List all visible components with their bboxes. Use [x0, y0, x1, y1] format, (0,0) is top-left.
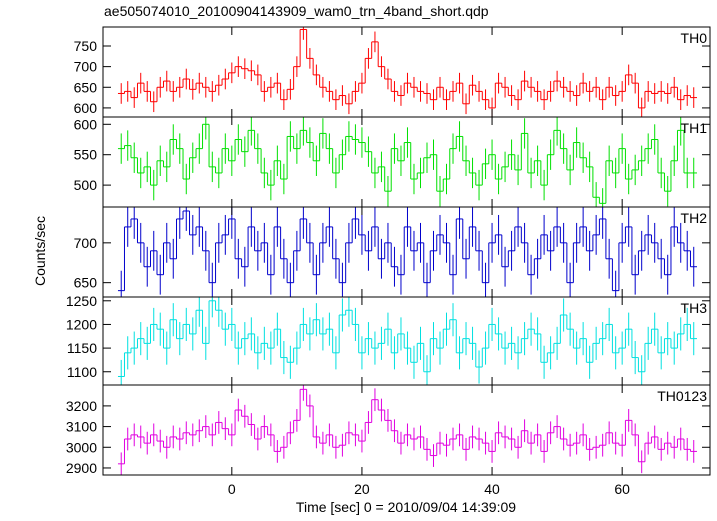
panel-label: TH1	[681, 120, 708, 136]
x-tick-label: 0	[228, 481, 236, 497]
y-tick-label: 1100	[67, 364, 97, 380]
y-tick-label: 750	[74, 38, 98, 54]
y-axis-label: Counts/sec	[32, 216, 48, 286]
x-tick-label: 40	[484, 481, 500, 497]
y-tick-label: 500	[74, 177, 98, 193]
panel-label: TH0123	[657, 388, 707, 404]
chart-title: ae505074010_20100904143909_wam0_trn_4ban…	[104, 3, 489, 19]
y-tick-label: 550	[74, 147, 98, 163]
panel-frame	[102, 384, 711, 476]
x-tick-label: 20	[354, 481, 370, 497]
x-axis-label: Time [sec] 0 = 2010/09/04 14:39:09	[296, 499, 516, 515]
y-tick-label: 600	[74, 100, 98, 116]
y-tick-label: 1200	[66, 316, 97, 332]
panel-label: TH2	[681, 210, 708, 226]
y-tick-label: 1150	[67, 340, 97, 356]
y-tick-label: 3200	[66, 398, 97, 414]
x-tick-label: 60	[614, 481, 630, 497]
panel-label: TH0	[681, 30, 708, 46]
y-tick-label: 700	[74, 59, 98, 75]
y-tick-label: 3100	[66, 419, 97, 435]
y-tick-label: 600	[74, 116, 98, 132]
y-tick-label: 3000	[66, 439, 97, 455]
y-tick-label: 650	[74, 79, 98, 95]
y-tick-label: 650	[74, 275, 98, 291]
panel-frame	[102, 296, 711, 386]
y-tick-label: 1250	[66, 293, 97, 309]
panel-frame	[102, 26, 711, 118]
panel-label: TH3	[681, 300, 708, 316]
y-tick-label: 2900	[66, 460, 97, 476]
y-tick-label: 700	[74, 235, 98, 251]
